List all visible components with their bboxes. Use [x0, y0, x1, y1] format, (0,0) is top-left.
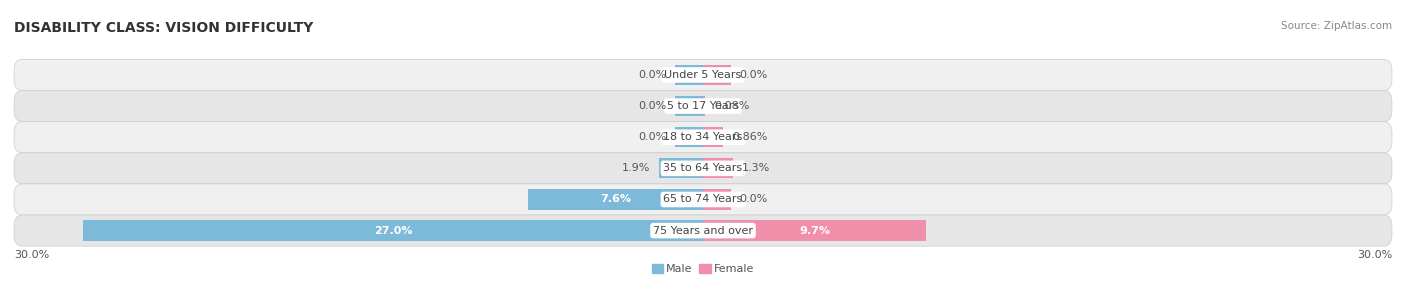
- Bar: [703, 96, 704, 116]
- FancyBboxPatch shape: [14, 153, 1392, 184]
- Bar: [659, 158, 703, 178]
- Text: 35 to 64 Years: 35 to 64 Years: [664, 163, 742, 173]
- FancyBboxPatch shape: [14, 215, 1392, 246]
- Bar: [529, 189, 703, 209]
- Text: 7.6%: 7.6%: [600, 195, 631, 205]
- Text: 5 to 17 Years: 5 to 17 Years: [666, 101, 740, 111]
- Bar: [703, 158, 733, 178]
- Text: 0.0%: 0.0%: [638, 101, 666, 111]
- Text: 0.0%: 0.0%: [638, 132, 666, 142]
- Text: 30.0%: 30.0%: [1357, 250, 1392, 260]
- Text: 30.0%: 30.0%: [14, 250, 49, 260]
- FancyBboxPatch shape: [14, 184, 1392, 215]
- FancyBboxPatch shape: [14, 91, 1392, 122]
- FancyBboxPatch shape: [14, 59, 1392, 91]
- Bar: [703, 189, 731, 209]
- Legend: Male, Female: Male, Female: [647, 260, 759, 279]
- Text: 18 to 34 Years: 18 to 34 Years: [664, 132, 742, 142]
- Text: 65 to 74 Years: 65 to 74 Years: [664, 195, 742, 205]
- FancyBboxPatch shape: [14, 122, 1392, 153]
- Text: 0.0%: 0.0%: [740, 70, 768, 80]
- Bar: [703, 127, 723, 147]
- Bar: [83, 220, 703, 241]
- Text: Under 5 Years: Under 5 Years: [665, 70, 741, 80]
- Text: 75 Years and over: 75 Years and over: [652, 226, 754, 236]
- Text: 0.08%: 0.08%: [714, 101, 749, 111]
- Text: DISABILITY CLASS: VISION DIFFICULTY: DISABILITY CLASS: VISION DIFFICULTY: [14, 21, 314, 35]
- Bar: [703, 220, 925, 241]
- Text: 0.86%: 0.86%: [733, 132, 768, 142]
- Bar: [675, 65, 703, 85]
- Text: 1.3%: 1.3%: [742, 163, 770, 173]
- Text: 27.0%: 27.0%: [374, 226, 412, 236]
- Bar: [675, 127, 703, 147]
- Text: Source: ZipAtlas.com: Source: ZipAtlas.com: [1281, 21, 1392, 31]
- Text: 0.0%: 0.0%: [638, 70, 666, 80]
- Bar: [703, 65, 731, 85]
- Text: 1.9%: 1.9%: [621, 163, 650, 173]
- Bar: [675, 96, 703, 116]
- Text: 9.7%: 9.7%: [799, 226, 830, 236]
- Text: 0.0%: 0.0%: [740, 195, 768, 205]
